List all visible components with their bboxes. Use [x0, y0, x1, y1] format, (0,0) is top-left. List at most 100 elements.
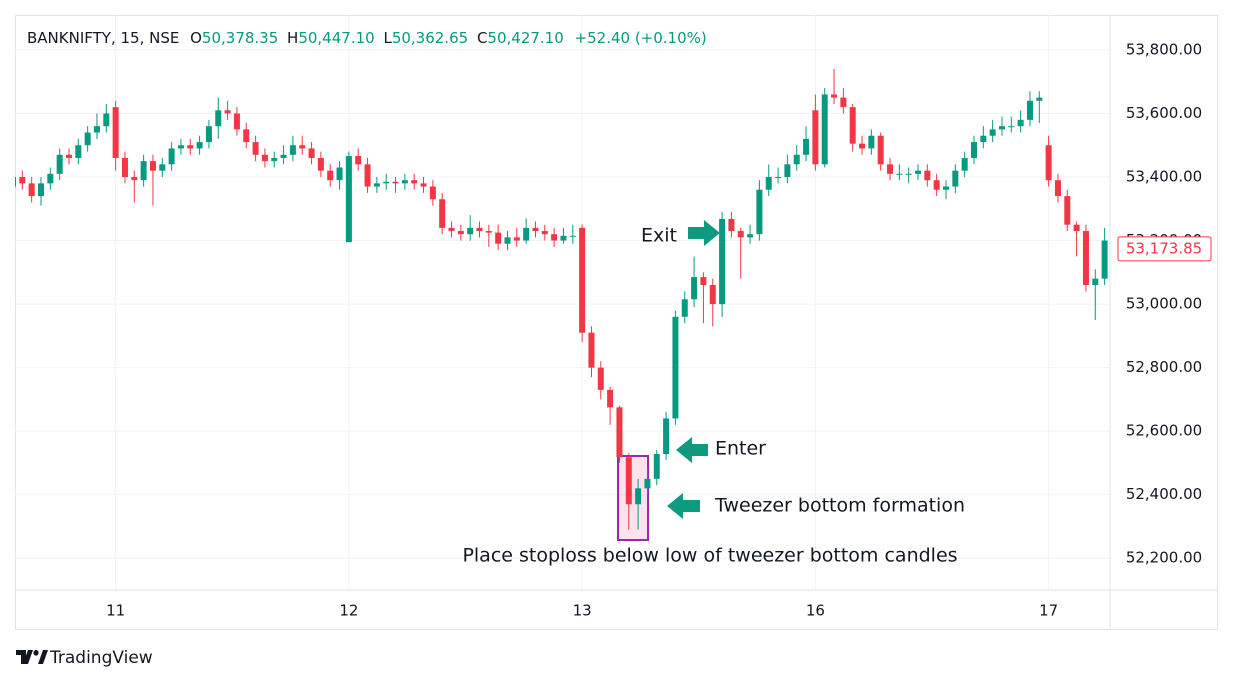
- candle-body: [504, 237, 511, 244]
- candle-body: [1008, 126, 1015, 128]
- candle-body: [728, 218, 735, 232]
- candle-body: [84, 132, 91, 146]
- candle-body: [970, 142, 977, 158]
- x-tick-label: 16: [806, 602, 825, 620]
- candle-body: [252, 142, 259, 155]
- candle-body: [831, 94, 838, 98]
- candle-body: [943, 186, 949, 190]
- last-price-label: 53,173.85: [1126, 239, 1202, 257]
- axes: 52,200.00 52,400.00 52,600.00 52,800.00 53,0…: [106, 40, 1212, 620]
- y-tick-label: 53,800.00: [1126, 40, 1202, 58]
- legend-header: BANKNIFTY, 15, NSE O50,378.35 H50,447.10…: [27, 29, 707, 47]
- candle-body: [495, 232, 502, 244]
- candle-body: [793, 154, 800, 165]
- candle-body: [551, 234, 558, 241]
- candle-body: [205, 126, 212, 143]
- candle-body: [691, 277, 698, 300]
- candle-body: [177, 145, 184, 149]
- candle-body: [299, 145, 306, 149]
- candle-body: [588, 332, 595, 368]
- candle-body: [905, 173, 912, 175]
- candle-body: [541, 231, 548, 235]
- candle-body: [569, 235, 576, 237]
- candle-body: [327, 170, 334, 181]
- y-tick-label: 53,400.00: [1126, 168, 1202, 186]
- legend-value: 50,362.65: [392, 29, 468, 47]
- candle-body: [672, 316, 679, 419]
- candle-body: [401, 180, 408, 184]
- candle-body: [821, 94, 828, 165]
- legend-change: +52.40 (+0.10%): [575, 29, 707, 47]
- candle-body: [616, 407, 623, 458]
- candle-body: [1036, 97, 1043, 101]
- chart-frame: [15, 15, 1218, 630]
- candle-body: [75, 145, 82, 158]
- legend-key: O: [190, 29, 202, 47]
- candle-body: [877, 135, 884, 165]
- candle-body: [131, 177, 138, 181]
- candle-body: [19, 177, 26, 184]
- candle-body: [681, 299, 688, 317]
- candle-body: [56, 154, 63, 174]
- y-tick-label: 52,400.00: [1126, 485, 1202, 503]
- candle-body: [373, 183, 380, 187]
- brand-logo: [16, 650, 48, 664]
- candle-body: [859, 143, 866, 149]
- candle-body: [915, 170, 922, 174]
- candle-body: [439, 199, 446, 228]
- y-tick-label: 52,600.00: [1126, 422, 1202, 440]
- candle-body: [15, 177, 16, 187]
- candle-body: [243, 129, 250, 143]
- candle-body: [112, 107, 119, 158]
- y-tick-label: 52,200.00: [1126, 549, 1202, 567]
- legend-value: 50,427.10: [487, 29, 563, 47]
- candle-body: [355, 156, 362, 165]
- x-tick-label: 17: [1039, 602, 1058, 620]
- x-tick-label: 11: [106, 602, 125, 620]
- tweezer-arrow: [667, 493, 700, 519]
- candle-body: [933, 180, 940, 190]
- candle-body: [812, 110, 819, 165]
- x-tick-label: 13: [573, 602, 592, 620]
- candle-body: [747, 234, 754, 238]
- last-price-box: [1117, 236, 1212, 262]
- candle-body: [411, 180, 418, 184]
- candle-body: [261, 154, 268, 162]
- candle-body: [737, 231, 744, 238]
- legend-value: 50,378.35: [202, 29, 278, 47]
- candle-body: [103, 113, 110, 127]
- candle-body: [215, 110, 222, 127]
- legend-value: 50,447.10: [298, 29, 374, 47]
- candle-body: [457, 231, 464, 235]
- candle-body: [364, 164, 371, 187]
- candle-body: [121, 157, 128, 178]
- candle-body: [1064, 196, 1071, 225]
- annotation: Tweezer bottom formation: [714, 495, 965, 517]
- legend-key: L: [383, 29, 392, 47]
- candle-body: [1026, 100, 1033, 120]
- candle-body: [467, 227, 474, 235]
- candle-body: [765, 177, 772, 190]
- candle-body: [1045, 145, 1052, 181]
- candle-body: [383, 181, 390, 184]
- candle-body: [1073, 224, 1080, 232]
- candle-body: [560, 235, 567, 241]
- exit-arrow: [688, 220, 720, 246]
- candle-body: [271, 157, 278, 162]
- candle-body: [625, 457, 632, 505]
- candle-body: [1092, 278, 1099, 286]
- x-tick-label: 12: [339, 602, 358, 620]
- candle-body: [1082, 231, 1089, 286]
- candle-body: [336, 167, 343, 181]
- annotation: Place stoploss below low of tweezer bott…: [462, 545, 957, 567]
- candle-body: [28, 183, 35, 197]
- legend-key: H: [287, 29, 298, 47]
- candle-body: [37, 183, 44, 197]
- y-tick-label: 53,600.00: [1126, 104, 1202, 122]
- candle-body: [93, 126, 100, 133]
- candle-body: [523, 227, 530, 241]
- candle-body: [607, 389, 614, 408]
- candle-body: [532, 227, 539, 232]
- candle-body: [168, 148, 175, 165]
